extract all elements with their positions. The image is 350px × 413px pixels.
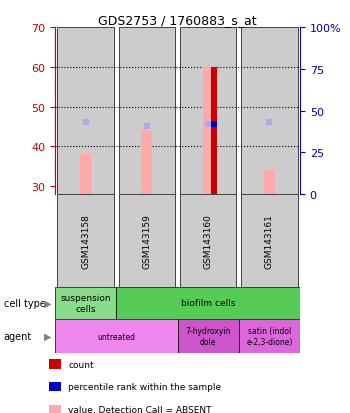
- Text: value, Detection Call = ABSENT: value, Detection Call = ABSENT: [68, 405, 212, 413]
- Title: GDS2753 / 1760883_s_at: GDS2753 / 1760883_s_at: [98, 14, 257, 27]
- Bar: [119, 28, 175, 195]
- Bar: [180, 195, 236, 287]
- Text: suspension
cells: suspension cells: [60, 294, 111, 313]
- Bar: [239, 319, 300, 353]
- Bar: [241, 195, 298, 287]
- Text: biofilm cells: biofilm cells: [181, 299, 235, 308]
- Text: untreated: untreated: [97, 332, 135, 341]
- Bar: [57, 195, 114, 287]
- Text: GSM143161: GSM143161: [265, 214, 274, 268]
- Bar: [241, 28, 298, 195]
- Text: agent: agent: [4, 331, 32, 341]
- Text: cell type: cell type: [4, 298, 46, 308]
- Text: count: count: [68, 360, 94, 369]
- Bar: [264, 171, 275, 195]
- Bar: [57, 28, 114, 195]
- Text: ▶: ▶: [44, 331, 51, 341]
- Bar: [55, 319, 177, 353]
- Text: GSM143159: GSM143159: [142, 214, 151, 268]
- Text: percentile rank within the sample: percentile rank within the sample: [68, 382, 221, 392]
- Text: GSM143160: GSM143160: [204, 214, 213, 268]
- Bar: [80, 155, 91, 195]
- Bar: [180, 28, 236, 195]
- Text: satin (indol
e-2,3-dione): satin (indol e-2,3-dione): [246, 327, 293, 346]
- Bar: [116, 287, 300, 319]
- Bar: [119, 195, 175, 287]
- Bar: [211, 68, 217, 195]
- Text: GSM143158: GSM143158: [81, 214, 90, 268]
- Bar: [141, 131, 152, 195]
- Bar: [203, 68, 214, 195]
- Text: ▶: ▶: [44, 298, 51, 308]
- Text: 7-hydroxyin
dole: 7-hydroxyin dole: [186, 327, 231, 346]
- Bar: [177, 319, 239, 353]
- Bar: [55, 287, 116, 319]
